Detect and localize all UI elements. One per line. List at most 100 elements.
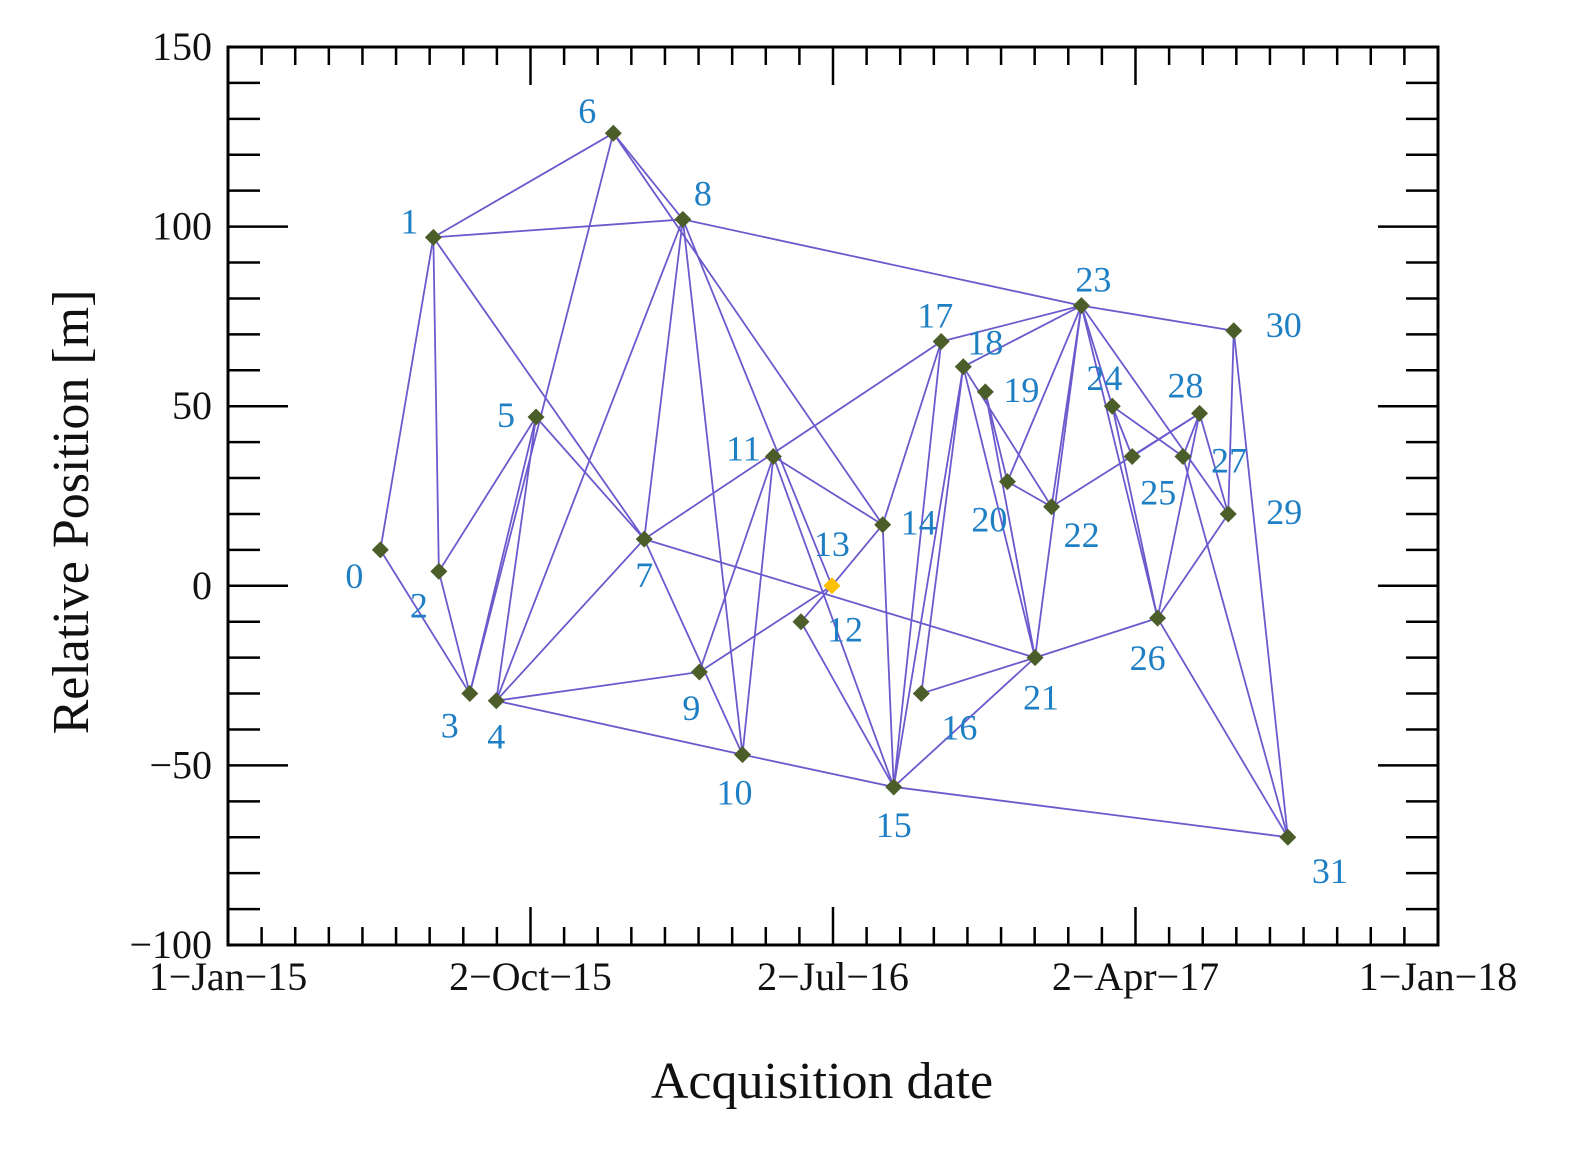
point-label: 15 [876,805,912,845]
network-edge [800,621,895,788]
y-tick-label: 150 [152,24,212,69]
network-edge [1156,413,1201,619]
network-edge [892,366,965,788]
network-edge [379,237,435,551]
point-marker [1103,397,1121,415]
point-marker [1279,828,1297,846]
point-marker [430,562,448,580]
network-edge [831,524,884,587]
network-edge [432,236,645,540]
point-label: 6 [578,91,596,131]
point-marker [1072,297,1090,315]
point-marker [954,358,972,376]
network-edge [495,219,684,702]
x-tick-label: 2−Apr−17 [1052,954,1219,999]
point-label: 9 [682,688,700,728]
point-marker [1225,322,1243,340]
network-edge [1006,305,1083,482]
x-axis-ticks: 1−Jan−15 2−Oct−15 2−Jul−16 2−Apr−17 1−Jan−18 [149,47,1517,999]
network-edge [438,416,537,572]
point-label: 21 [1023,678,1059,718]
point-label: 30 [1266,305,1302,345]
network-edge [495,416,537,701]
point-marker [1174,447,1192,465]
point-marker [1026,649,1044,667]
network-edge [962,366,1053,508]
point-label: 22 [1064,515,1100,555]
point-label: 13 [814,524,850,564]
network-edge [921,656,1036,695]
network-edge [468,132,615,694]
x-tick-label: 2−Jul−16 [757,954,909,999]
network-edge [379,549,471,695]
plot-frame [226,45,1440,947]
network-edge [1232,330,1289,838]
network-edge [643,340,942,540]
network-edge [892,341,943,788]
network-edge [643,538,744,755]
network-edge [1006,480,1053,508]
network-edge [893,656,1036,788]
point-label: 11 [726,428,761,468]
network-edges [379,132,1289,839]
network-edge [1156,617,1289,838]
network-edge [495,538,645,702]
point-label: 5 [497,395,515,435]
y-axis-title: Relative Position [m] [43,290,100,735]
network-edge [1081,304,1234,332]
point-marker [885,778,903,796]
network-edge [535,416,645,540]
network-edge [772,456,895,788]
point-label: 28 [1168,365,1204,405]
network-edge [1111,405,1184,458]
point-marker [424,228,442,246]
point-label: 14 [901,503,937,543]
point-marker [998,473,1016,491]
point-marker [1191,404,1209,422]
network-edge [962,366,1036,658]
reference-point-marker [823,577,841,595]
point-label: 0 [345,556,363,596]
network-edge [1080,305,1159,619]
network-edge [920,366,965,694]
network-edge [643,219,684,540]
network-edge [1156,513,1229,619]
network-edge [437,571,471,694]
point-label: 3 [441,706,459,746]
point-label: 17 [917,296,953,336]
point-label: 26 [1130,638,1166,678]
y-tick-label: −50 [149,742,212,787]
network-edge [741,456,775,755]
network-edge [682,218,1082,307]
point-marker [604,124,622,142]
network-edge [432,132,614,239]
network-edge [1034,617,1158,659]
point-marker [487,692,505,710]
network-edge [612,132,884,526]
point-label: 20 [971,500,1007,540]
point-marker [674,210,692,228]
point-label: 10 [716,773,752,813]
point-marker [912,685,930,703]
point-marker [635,530,653,548]
network-edge [1111,406,1159,619]
point-marker [1123,447,1141,465]
network-edge [698,585,833,673]
network-edge [881,341,943,526]
y-tick-label: 100 [152,204,212,249]
network-edge [1131,412,1201,458]
point-label: 18 [967,323,1003,363]
point-label: 8 [694,173,712,213]
point-marker [461,685,479,703]
point-label: 19 [1003,370,1039,410]
network-edge [1034,305,1083,658]
network-edge [1080,305,1114,407]
network-edge [940,304,1082,343]
network-edge [772,455,884,526]
point-label: 25 [1140,472,1176,512]
point-marker [1149,609,1167,627]
point-label: 12 [827,610,863,650]
point-marker [527,408,545,426]
